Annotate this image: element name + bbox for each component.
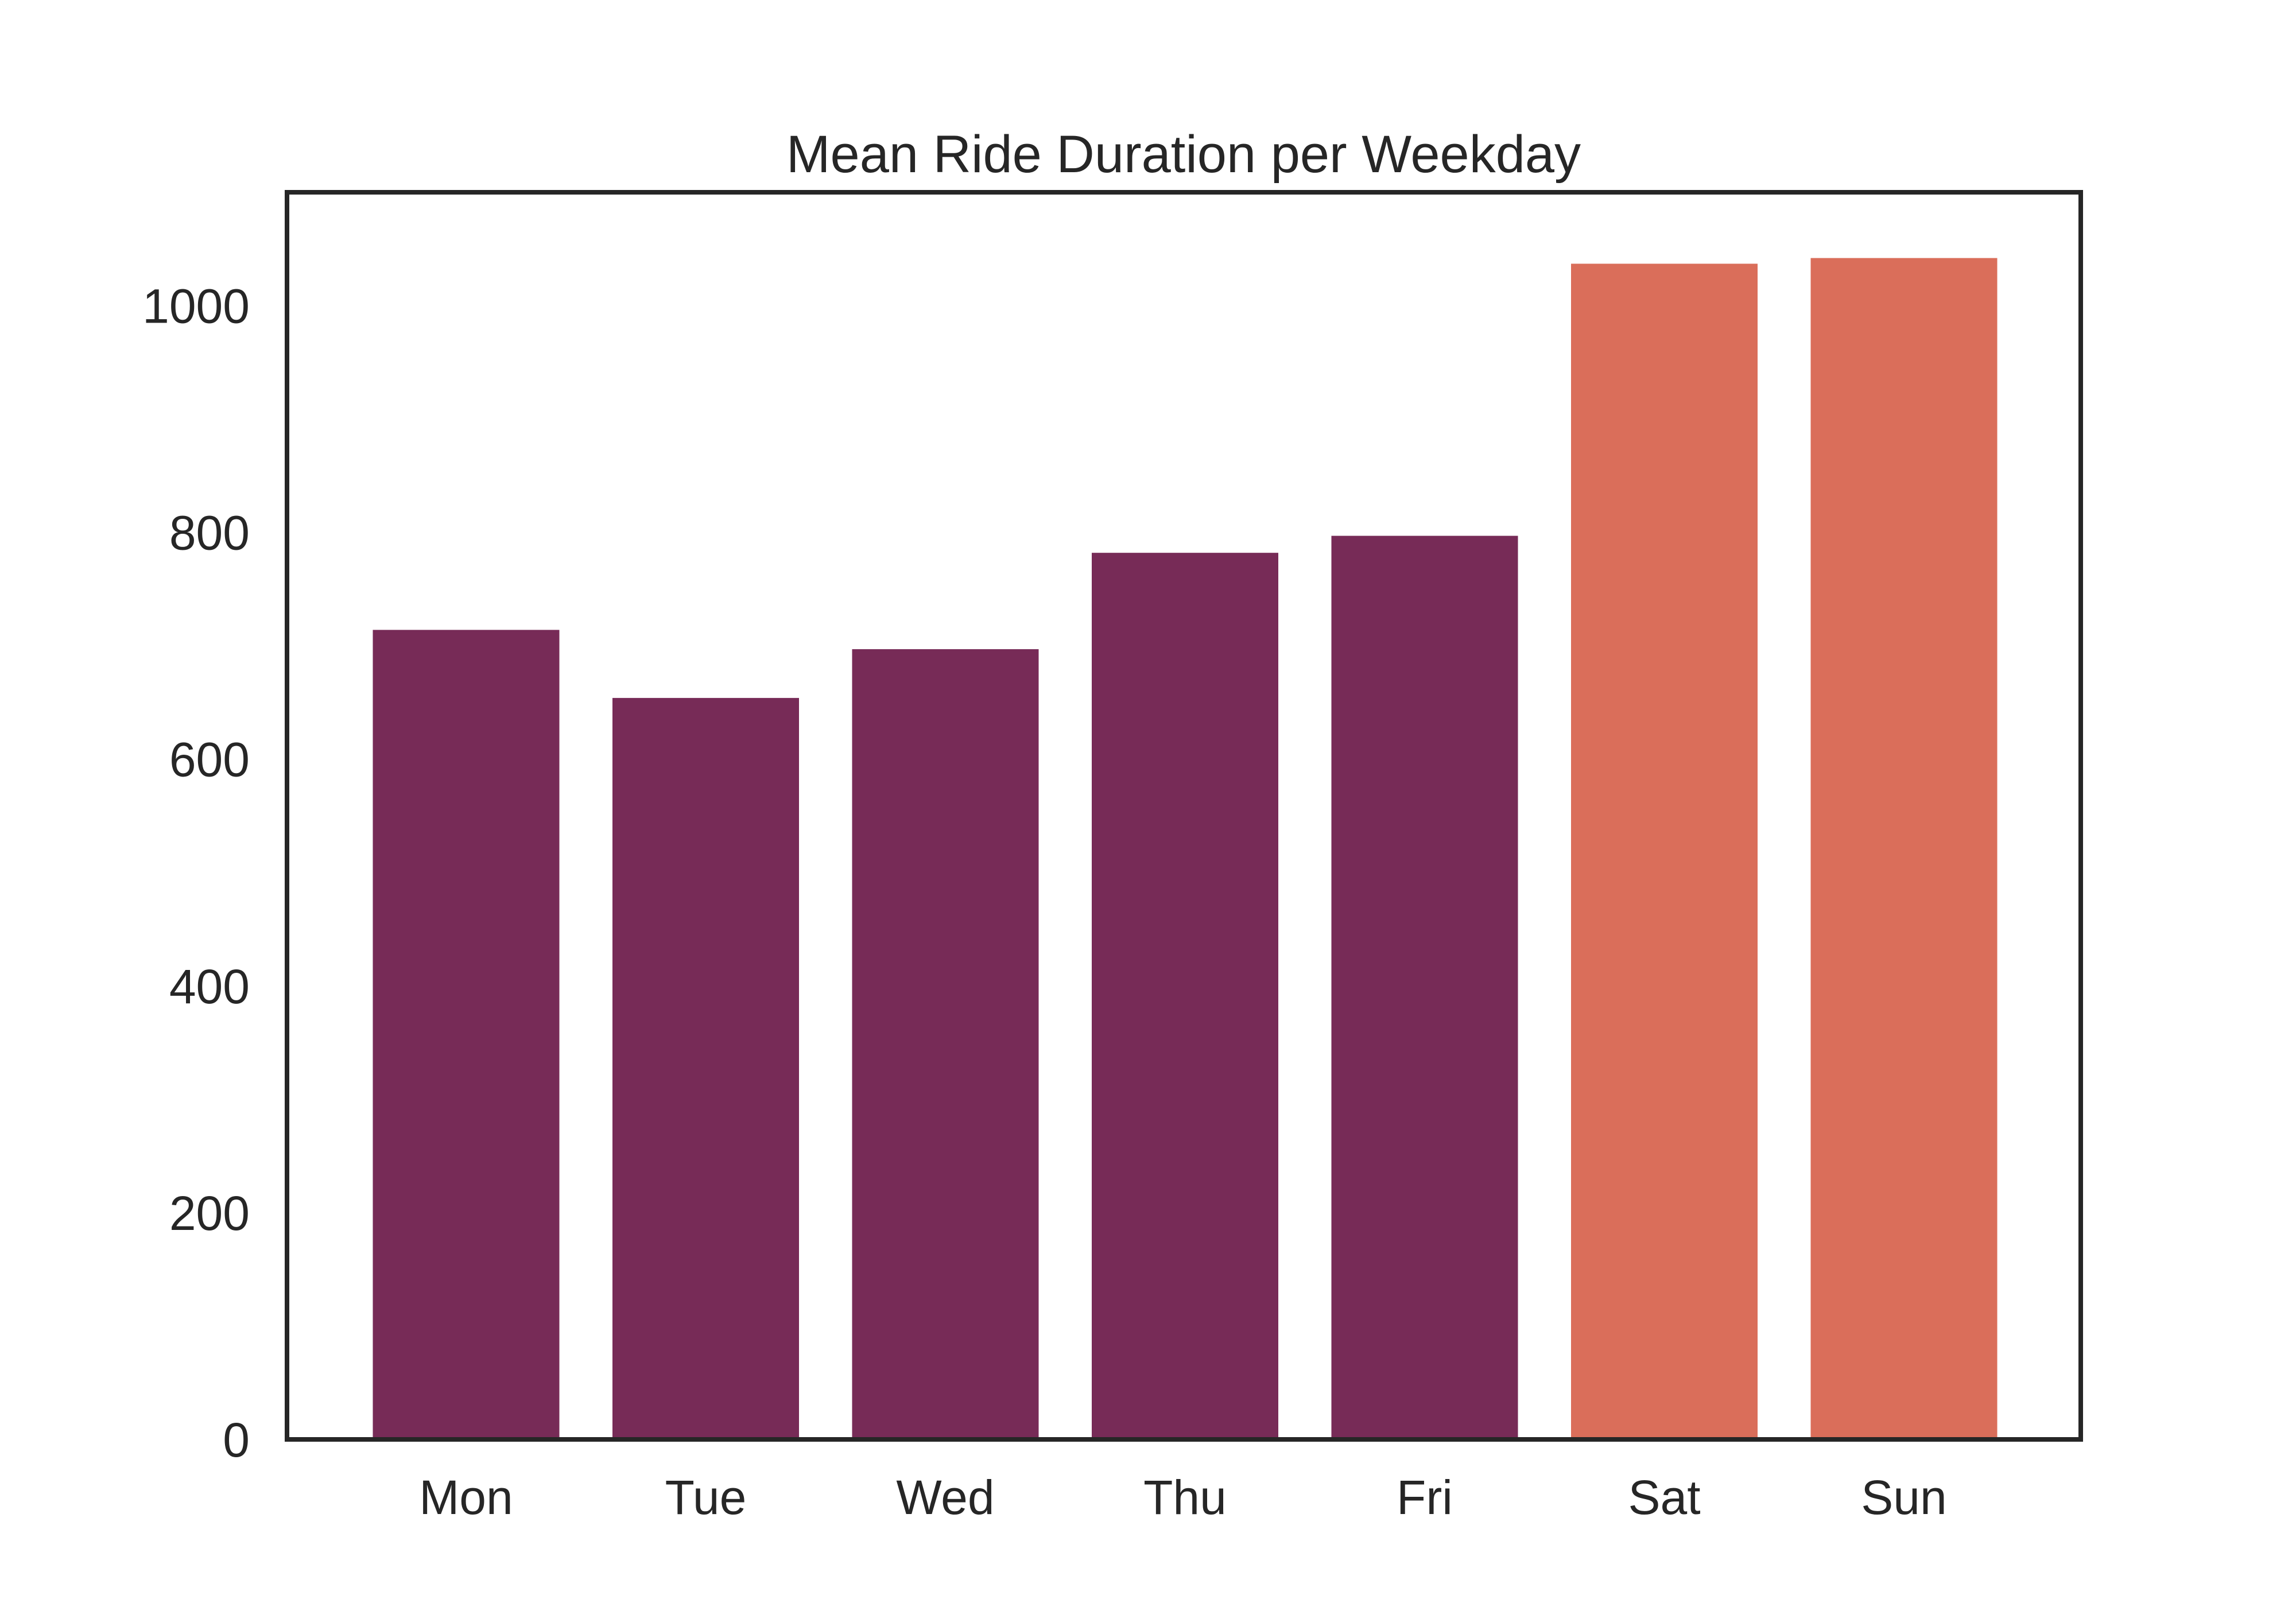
bar-sun: [1810, 258, 1998, 1439]
x-axis: Mon Tue Wed Thu Fri Sat Sun: [419, 1470, 1946, 1524]
x-tick-label-wed: Wed: [896, 1470, 994, 1524]
bar-wed: [852, 649, 1039, 1439]
plot-frame: [285, 190, 2083, 1442]
y-tick-label-600: 600: [169, 733, 250, 787]
y-tick-label-400: 400: [169, 960, 250, 1014]
y-tick-label-1000: 1000: [142, 280, 250, 333]
x-tick-label-mon: Mon: [419, 1470, 513, 1524]
y-tick-label-200: 200: [169, 1186, 250, 1240]
bar-mon: [373, 630, 560, 1439]
bar-tue: [612, 698, 799, 1439]
y-tick-label-800: 800: [169, 506, 250, 560]
y-tick-label-0: 0: [223, 1413, 250, 1467]
chart-title: Mean Ride Duration per Weekday: [786, 125, 1581, 184]
x-tick-label-tue: Tue: [665, 1470, 747, 1524]
bar-sat: [1571, 263, 1758, 1439]
x-tick-label-sun: Sun: [1861, 1470, 1946, 1524]
y-axis: 0 200 400 600 800 1000: [142, 280, 250, 1467]
bar-fri: [1331, 535, 1518, 1439]
bar-thu: [1092, 553, 1278, 1440]
bars-layer: [373, 258, 1998, 1440]
x-tick-label-fri: Fri: [1397, 1470, 1453, 1524]
x-tick-label-thu: Thu: [1143, 1470, 1227, 1524]
x-tick-label-sat: Sat: [1628, 1470, 1700, 1524]
